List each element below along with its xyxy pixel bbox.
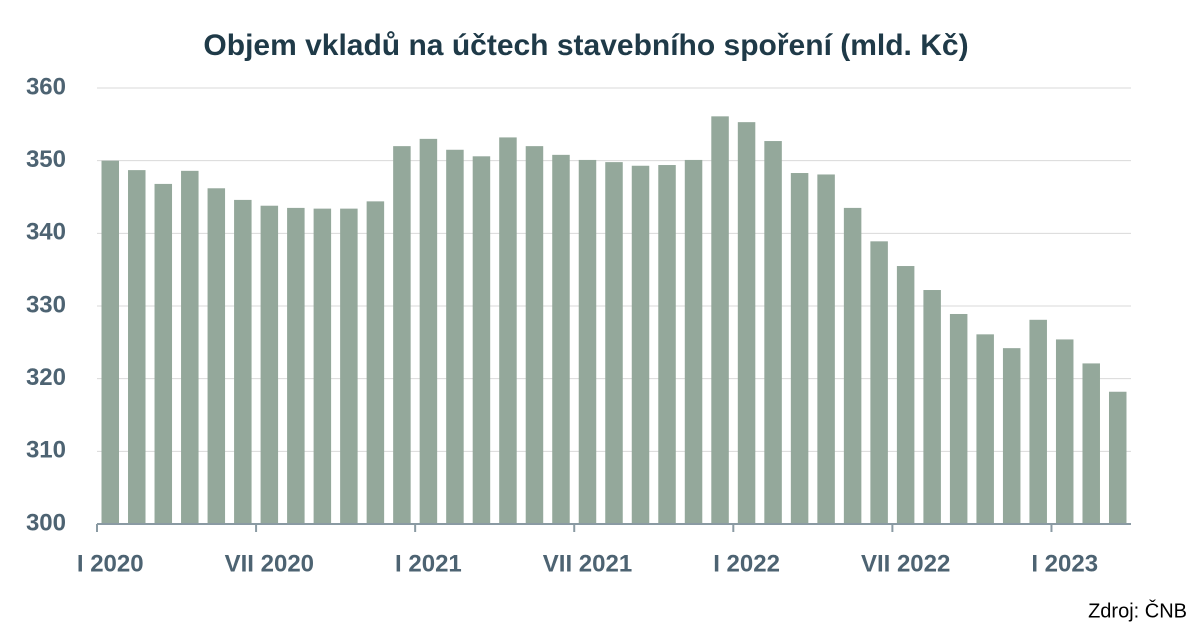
bar: [499, 137, 517, 524]
y-tick-label: 330: [26, 291, 66, 318]
y-tick-label: 300: [26, 509, 66, 536]
bar: [843, 207, 862, 524]
bar: [976, 334, 994, 524]
bar: [790, 173, 809, 524]
bar: [817, 174, 835, 524]
y-tick-label: 320: [26, 364, 66, 391]
bar: [737, 122, 756, 525]
bar: [260, 205, 279, 524]
x-tick-label: VII 2021: [543, 550, 632, 577]
bar: [446, 149, 464, 524]
bar: [684, 159, 703, 524]
bar: [313, 208, 332, 525]
bar: [207, 188, 226, 524]
y-tick-label: 340: [26, 219, 66, 246]
bar: [340, 208, 358, 525]
bar: [1002, 348, 1021, 524]
bar: [393, 146, 411, 524]
bar: [578, 159, 597, 524]
bar: [631, 165, 650, 524]
bar: [234, 199, 252, 524]
x-tick-label: I 2021: [395, 550, 462, 577]
bar: [870, 241, 888, 524]
bar: [1082, 363, 1100, 524]
x-tick-label: I 2020: [77, 550, 144, 577]
bar: [896, 266, 915, 524]
y-tick-label: 360: [26, 73, 66, 100]
bar: [923, 290, 941, 524]
bar: [472, 156, 491, 524]
bar: [287, 207, 305, 524]
bar: [181, 170, 199, 524]
bar: [658, 165, 676, 524]
bar: [605, 162, 623, 524]
bar: [419, 138, 438, 524]
chart-title: Objem vkladů na účtech stavebního spořen…: [203, 29, 968, 62]
bar: [949, 313, 968, 524]
bar: [552, 154, 570, 524]
x-tick-label: I 2022: [713, 550, 780, 577]
bar: [525, 146, 544, 524]
bar: [128, 170, 146, 524]
y-tick-label: 310: [26, 437, 66, 464]
bar: [711, 116, 729, 524]
x-tick-label: VII 2020: [225, 550, 314, 577]
bar: [1029, 319, 1047, 524]
x-tick-label: I 2023: [1031, 550, 1098, 577]
bar: [101, 160, 120, 524]
source: Zdroj: ČNB: [1088, 599, 1187, 622]
bar: [1108, 391, 1127, 524]
bar: [366, 201, 385, 525]
bar: [1055, 339, 1074, 524]
bar: [764, 141, 782, 524]
y-tick-label: 350: [26, 146, 66, 173]
bar: [154, 183, 173, 525]
x-tick-label: VII 2022: [861, 550, 950, 577]
